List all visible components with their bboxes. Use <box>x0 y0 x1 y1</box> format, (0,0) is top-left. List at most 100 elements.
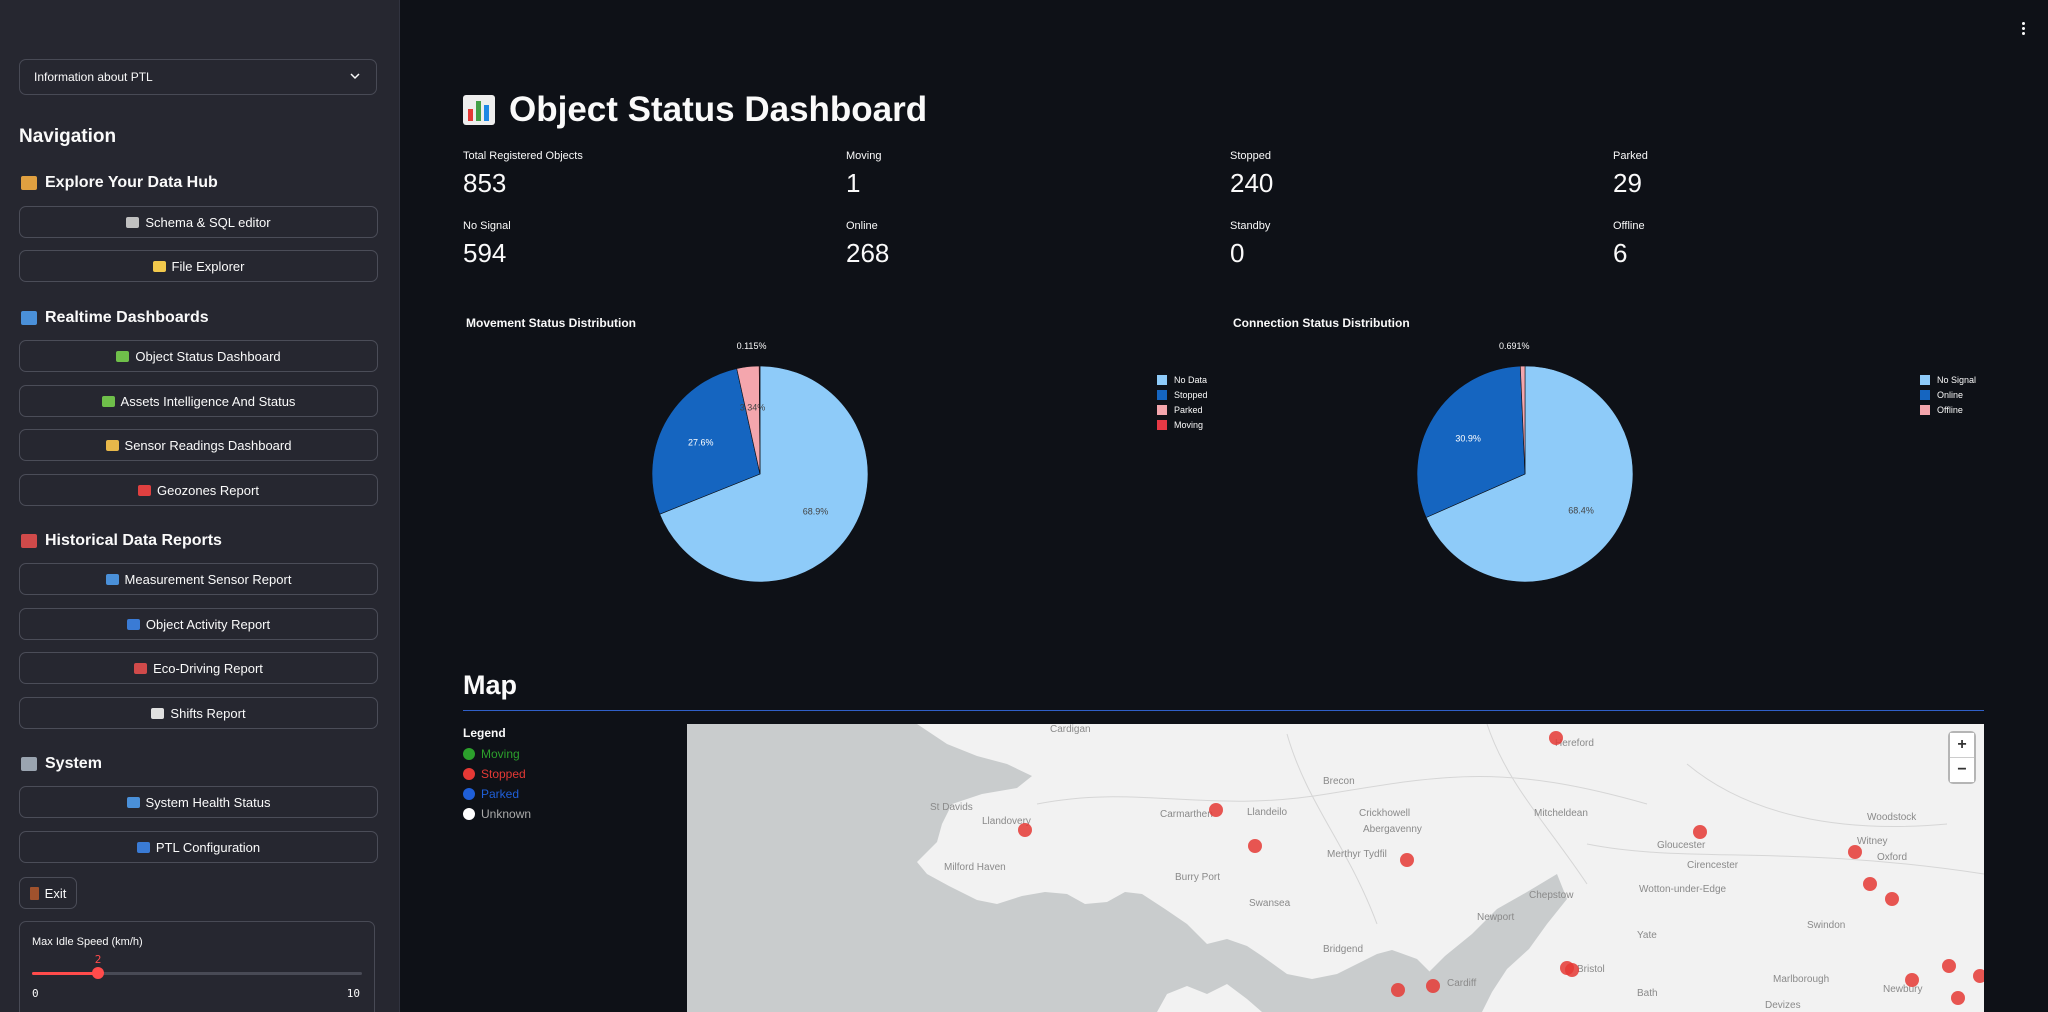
nav-button-label: Geozones Report <box>157 482 259 498</box>
zoom-in-button[interactable]: + <box>1950 733 1974 757</box>
movement-chart-title: Movement Status Distribution <box>466 316 637 330</box>
legend-item[interactable]: Stopped <box>1157 387 1208 402</box>
pie-slice-2[interactable] <box>1519 365 1526 475</box>
page-title: Object Status Dashboard <box>463 90 927 130</box>
legend-dot <box>463 768 475 780</box>
section-heading-label: System <box>45 755 102 772</box>
map-marker-stopped[interactable] <box>1565 963 1579 977</box>
map-place-label: Newbury <box>1883 984 1923 995</box>
info-select[interactable]: Information about PTL <box>19 59 377 95</box>
legend-swatch <box>1157 404 1167 415</box>
nav-button-2-3[interactable]: Shifts Report <box>19 697 378 729</box>
metric-value: 853 <box>463 168 507 198</box>
legend-label: Stopped <box>1174 389 1208 400</box>
legend-item[interactable]: No Data <box>1157 372 1208 387</box>
metric-value: 1 <box>846 168 861 198</box>
map-marker-stopped[interactable] <box>1018 823 1032 837</box>
map-marker-stopped[interactable] <box>1905 973 1919 987</box>
nav-button-1-0[interactable]: Object Status Dashboard <box>19 340 378 372</box>
pie-label-2: 3.34% <box>740 402 766 412</box>
legend-item[interactable]: Offline <box>1920 402 1976 417</box>
section-heading-3: System <box>21 755 102 773</box>
folder-icon <box>152 260 166 272</box>
legend-item[interactable]: Moving <box>1157 417 1208 432</box>
nav-button-1-1[interactable]: Assets Intelligence And Status <box>19 385 378 417</box>
more-options-icon[interactable] <box>2022 22 2026 37</box>
map-legend-title: Legend <box>463 726 506 740</box>
nav-button-1-3[interactable]: Geozones Report <box>19 474 378 506</box>
nav-button-0-1[interactable]: File Explorer <box>19 250 378 282</box>
slider-thumb[interactable] <box>92 967 104 979</box>
car-icon <box>134 662 148 674</box>
map-place-label: Woodstock <box>1867 812 1917 823</box>
pie-slice-0[interactable] <box>659 365 869 583</box>
nav-button-label: Schema & SQL editor <box>145 214 271 230</box>
map-place-label: Yate <box>1637 930 1657 941</box>
legend-label: Moving <box>1174 419 1204 430</box>
map-marker-stopped[interactable] <box>1885 892 1899 906</box>
section-heading-2: Historical Data Reports <box>21 532 222 550</box>
pie-label-0: 68.4% <box>1568 506 1594 516</box>
metric-card: No Signal 594 <box>463 220 511 269</box>
bar-chart-icon <box>21 311 37 325</box>
map-marker-stopped[interactable] <box>1693 825 1707 839</box>
nav-button-1-2[interactable]: Sensor Readings Dashboard <box>19 429 378 461</box>
map-place-label: Bristol <box>1577 964 1605 975</box>
nav-button-0-0[interactable]: Schema & SQL editor <box>19 206 378 238</box>
section-heading-label: Historical Data Reports <box>45 532 222 549</box>
map-place-label: Cardigan <box>1050 724 1091 735</box>
legend-item[interactable]: Online <box>1920 387 1976 402</box>
exit-label: Exit <box>44 885 67 901</box>
info-select-value: Information about PTL <box>34 70 153 84</box>
legend-dot <box>463 788 475 800</box>
map-marker-stopped[interactable] <box>1426 979 1440 993</box>
legend-dot <box>463 748 475 760</box>
map-marker-stopped[interactable] <box>1391 983 1405 997</box>
nav-button-3-1[interactable]: PTL Configuration <box>19 831 378 863</box>
legend-item[interactable]: Parked <box>1157 402 1208 417</box>
main-content: Object Status Dashboard Total Registered… <box>400 0 2048 1012</box>
nav-button-label: Measurement Sensor Report <box>124 571 292 587</box>
section-heading-label: Explore Your Data Hub <box>45 174 218 191</box>
legend-dot <box>463 808 475 820</box>
pie-slice-1[interactable] <box>1416 365 1526 518</box>
slider-track[interactable] <box>32 967 362 979</box>
nav-button-label: PTL Configuration <box>155 839 261 855</box>
legend-swatch <box>1157 374 1167 385</box>
nav-button-3-0[interactable]: System Health Status <box>19 786 378 818</box>
map-marker-stopped[interactable] <box>1951 991 1965 1005</box>
nav-button-label: Shifts Report <box>170 705 246 721</box>
map-marker-stopped[interactable] <box>1863 877 1877 891</box>
zoom-out-button[interactable]: − <box>1950 757 1974 782</box>
map-view[interactable]: Hereford Llandovery Brecon St Davids Carmart… <box>687 724 1984 1012</box>
pie-label-0: 68.9% <box>803 507 829 517</box>
map-marker-stopped[interactable] <box>1848 845 1862 859</box>
nav-button-label: Object Activity Report <box>145 616 271 632</box>
exit-button[interactable]: Exit <box>19 877 77 909</box>
map-marker-stopped[interactable] <box>1400 853 1414 867</box>
map-place-label: Llandovery <box>982 816 1031 827</box>
nav-button-2-2[interactable]: Eco-Driving Report <box>19 652 378 684</box>
map-legend-label: Parked <box>481 787 520 801</box>
pie-slice-3[interactable] <box>758 365 761 475</box>
nav-button-2-0[interactable]: Measurement Sensor Report <box>19 563 378 595</box>
metric-card: Standby 0 <box>1230 220 1270 269</box>
page-title-text: Object Status Dashboard <box>509 90 928 129</box>
map-marker-stopped[interactable] <box>1942 959 1956 973</box>
map-marker-stopped[interactable] <box>1549 731 1563 745</box>
map-marker-stopped[interactable] <box>1248 839 1262 853</box>
movement-legend: No Data Stopped Parked Moving <box>1157 372 1208 432</box>
nav-button-2-1[interactable]: Object Activity Report <box>19 608 378 640</box>
metric-label: Stopped <box>1230 150 1271 162</box>
pie-slice-1[interactable] <box>651 368 761 515</box>
metric-label: Online <box>846 220 878 232</box>
bar-chart-icon <box>463 95 495 125</box>
pie-slice-0[interactable] <box>1425 365 1634 583</box>
map-legend: Legend Moving Stopped Parked Unknown <box>463 726 531 824</box>
slider-max: 10 <box>346 987 360 1000</box>
map-divider <box>463 710 1984 711</box>
map-marker-stopped[interactable] <box>1973 969 1984 983</box>
map-marker-stopped[interactable] <box>1209 803 1223 817</box>
metric-value: 0 <box>1230 238 1245 268</box>
legend-item[interactable]: No Signal <box>1920 372 1976 387</box>
